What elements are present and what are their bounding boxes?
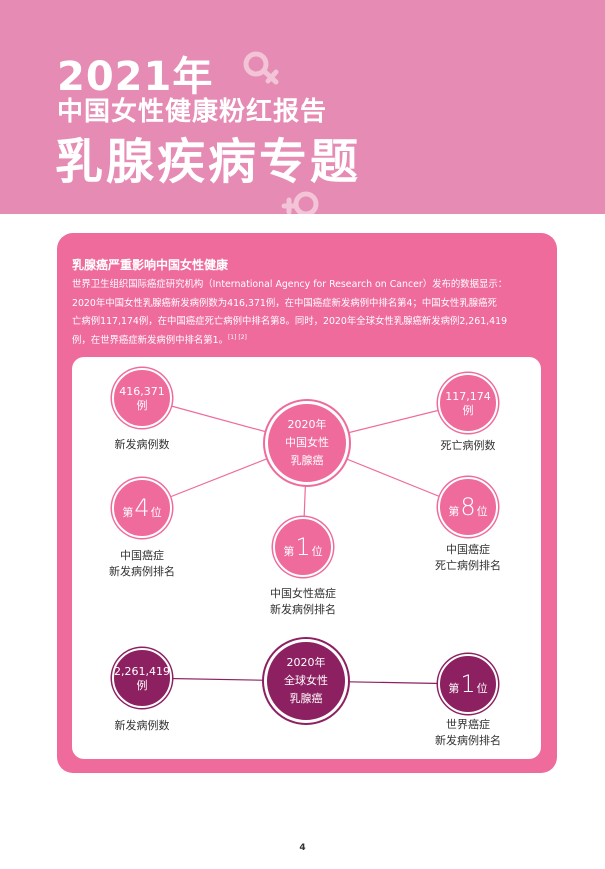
new-cases-unit: 例 <box>136 398 148 412</box>
rank-prefix: 第 <box>283 545 295 558</box>
paragraph-line: 例，在世界癌症新发病例中排名第1。 <box>72 334 228 346</box>
report-title: 乳腺疾病专题 <box>55 134 362 190</box>
report-year: 2021年 <box>57 54 214 100</box>
center-line: 2020年 <box>286 656 326 669</box>
global-rank-label: 世界癌症 新发病例排名 <box>435 718 501 747</box>
deaths-unit: 例 <box>462 403 474 417</box>
center-line: 2020年 <box>287 418 327 431</box>
center-line: 乳腺癌 <box>289 692 323 705</box>
rank-death-label: 中国癌症 死亡病例排名 <box>435 543 501 572</box>
global-new-cases-label: 新发病例数 <box>114 719 170 732</box>
rank-value: 8 <box>460 493 476 521</box>
cover-header: 2021年 中国女性健康粉红报告 乳腺疾病专题 <box>0 0 605 214</box>
rank-suffix: 位 <box>476 682 488 695</box>
center-line: 全球女性 <box>284 674 328 687</box>
new-cases-circle: 416,371 例 <box>112 368 172 428</box>
china-center-circle: 2020年 中国女性 乳腺癌 <box>265 401 349 485</box>
female-symbol-icon <box>243 51 279 85</box>
global-new-cases-value: 2,261,419 <box>114 664 170 678</box>
paragraph-line: 世界卫生组织国际癌症研究机构（International Agency for … <box>72 279 508 290</box>
center-line: 乳腺癌 <box>290 454 324 467</box>
rank-suffix: 位 <box>311 545 323 558</box>
paragraph-line: 亡病例117,174例，在中国癌症死亡病例中排名第8。同时，2020年全球女性乳… <box>72 316 508 327</box>
global-center-circle: 2020年 全球女性 乳腺癌 <box>264 639 348 723</box>
center-line: 中国女性 <box>285 436 329 449</box>
page-number: 4 <box>299 843 306 853</box>
new-cases-value: 416,371 <box>119 384 165 398</box>
citation-ref[interactable]: [1] [2] <box>227 333 247 341</box>
global-rank-circle: 第 1 位 <box>438 654 498 714</box>
deaths-value: 117,174 <box>445 389 491 403</box>
rank-prefix: 第 <box>122 506 134 519</box>
global-new-cases-circle: 2,261,419 例 <box>112 648 172 708</box>
rank-value: 1 <box>295 533 311 561</box>
paragraph-line: 2020年中国女性乳腺癌新发病例数为416,371例，在中国癌症新发病例中排名第… <box>72 297 497 309</box>
rank-suffix: 位 <box>150 506 162 519</box>
rank-value: 1 <box>460 670 476 698</box>
rank-prefix: 第 <box>448 505 460 518</box>
rank-female-circle: 第 1 位 <box>273 517 333 577</box>
rank-new-label: 中国癌症 新发病例排名 <box>109 549 175 578</box>
report-subtitle: 中国女性健康粉红报告 <box>57 97 328 127</box>
rank-prefix: 第 <box>448 682 460 695</box>
section-paragraph: 世界卫生组织国际癌症研究机构（International Agency for … <box>72 276 550 350</box>
rank-death-circle: 第 8 位 <box>438 477 498 537</box>
global-new-cases-unit: 例 <box>136 678 148 692</box>
rank-new-circle: 第 4 位 <box>112 478 172 538</box>
rank-value: 4 <box>134 494 150 522</box>
new-cases-label: 新发病例数 <box>114 438 170 451</box>
deaths-label: 死亡病例数 <box>440 439 496 452</box>
section-heading: 乳腺癌严重影响中国女性健康 <box>72 258 229 272</box>
rank-female-label: 中国女性癌症 新发病例排名 <box>270 587 336 616</box>
deaths-circle: 117,174 例 <box>438 373 498 433</box>
female-symbol-icon <box>281 191 319 214</box>
rank-suffix: 位 <box>476 505 488 518</box>
